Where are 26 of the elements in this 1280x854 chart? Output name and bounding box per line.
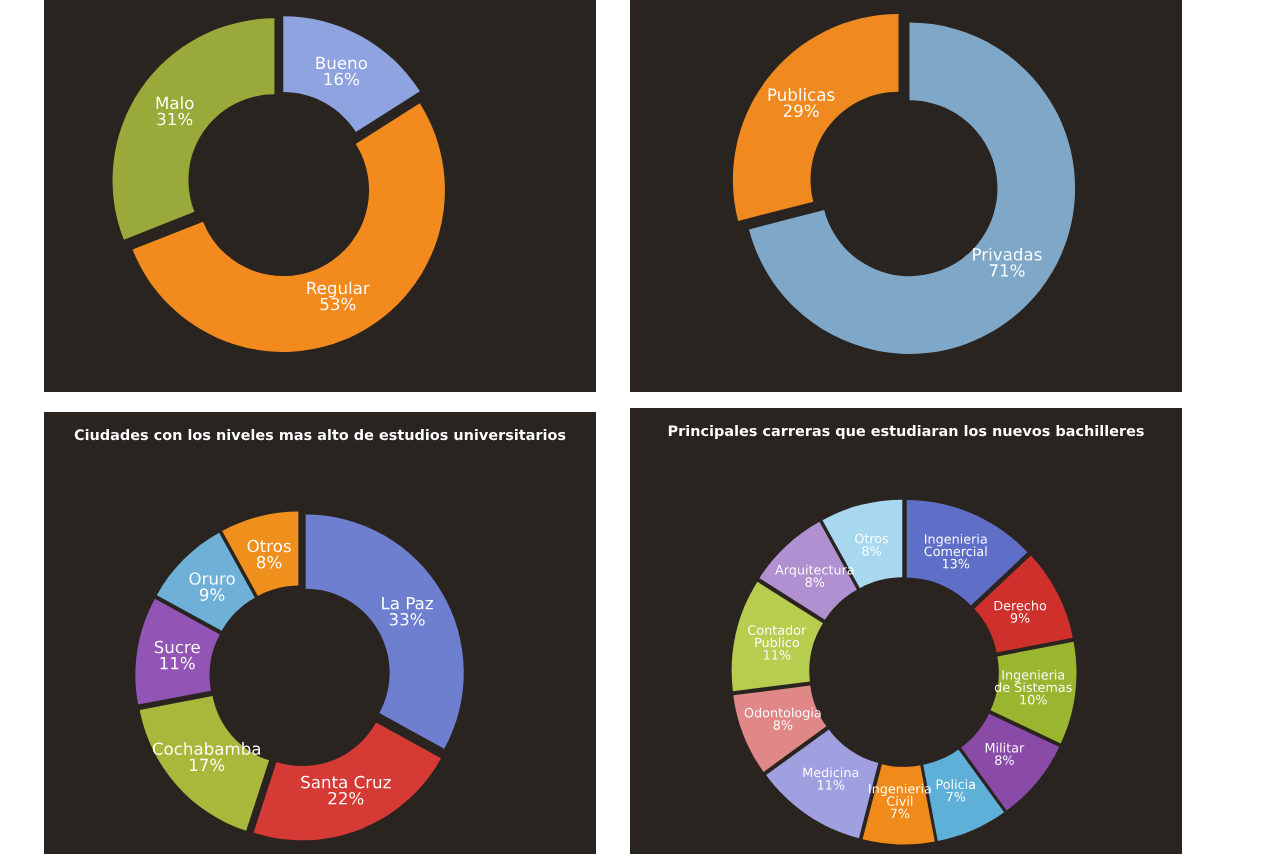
- data-label: 31%: [157, 112, 193, 126]
- slice-label: Bueno: [316, 56, 367, 70]
- slice-label: Publicas: [768, 88, 835, 101]
- data-label: 33%: [389, 612, 425, 626]
- donut-slice: [759, 521, 857, 620]
- data-label: 8%: [256, 555, 282, 569]
- data-label: 71%: [989, 264, 1025, 277]
- slice-label: Sucre: [154, 640, 200, 654]
- data-label: 17%: [190, 758, 225, 772]
- slice-label: Otros: [247, 539, 291, 553]
- data-label: 22%: [328, 791, 364, 805]
- donut-slice: [862, 764, 935, 845]
- data-label: 9%: [199, 588, 225, 601]
- donut-slice: [990, 641, 1077, 744]
- slice-label: Privadas: [973, 247, 1042, 261]
- slice-label: La Paz: [382, 597, 433, 610]
- slice-label: Malo: [156, 96, 194, 110]
- donut-slice: [974, 555, 1073, 653]
- data-label: 53%: [320, 297, 356, 311]
- slice-label: Regular: [307, 281, 370, 298]
- data-label: 29%: [783, 104, 819, 118]
- donut-slice: [731, 581, 823, 692]
- slice-label: Santa Cruz: [301, 775, 391, 789]
- slice-label: Oruro: [189, 572, 235, 585]
- data-label: 11%: [160, 656, 195, 670]
- data-label: 16%: [324, 72, 359, 86]
